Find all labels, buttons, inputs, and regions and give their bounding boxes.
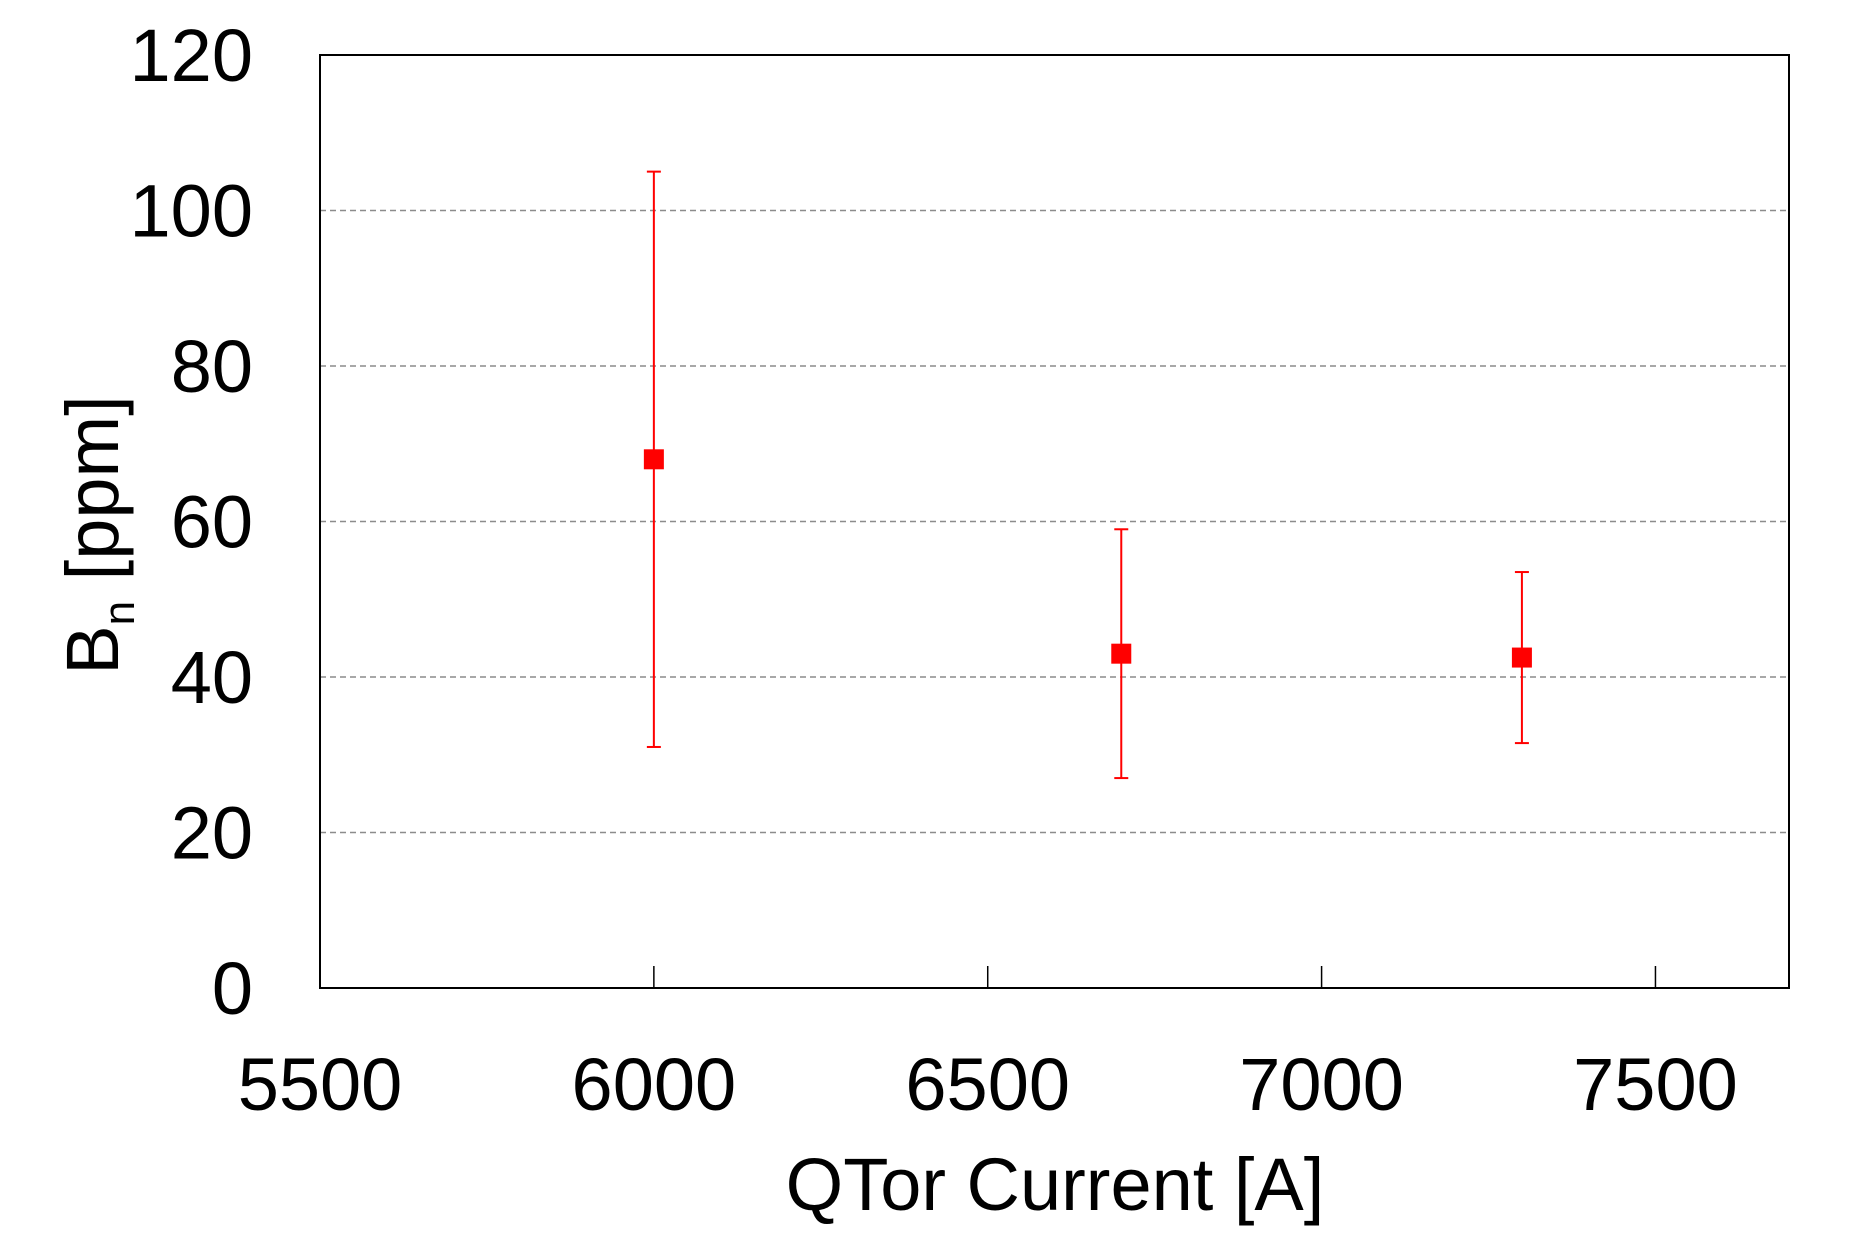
- y-tick-label: 80: [171, 325, 253, 408]
- data-point-marker: [1511, 647, 1532, 668]
- x-axis-ticks: 5500 6000 6500 7000 7500: [238, 966, 1738, 1126]
- y-axis-title: Bn [ppm]: [51, 395, 144, 674]
- x-tick-label: 6000: [572, 1043, 737, 1126]
- y-axis-ticks: 0 20 40 60 80 100 120: [130, 14, 253, 1030]
- y-axis-title-subscript: n: [95, 601, 144, 625]
- y-tick-label: 0: [212, 947, 253, 1030]
- series-layer: [643, 170, 1532, 780]
- x-axis-title: QTor Current [A]: [786, 1143, 1325, 1226]
- y-axis-title-main: B: [51, 625, 134, 674]
- x-tick-label: 6500: [905, 1043, 1070, 1126]
- x-tick-label: 5500: [238, 1043, 403, 1126]
- y-axis-title-unit: [ppm]: [51, 395, 134, 601]
- x-tick-label: 7500: [1573, 1043, 1738, 1126]
- y-tick-label: 60: [171, 481, 253, 564]
- data-point-marker: [643, 449, 664, 470]
- data-point-marker: [1111, 643, 1132, 664]
- y-tick-label: 120: [130, 14, 253, 97]
- y-tick-label: 100: [130, 170, 253, 253]
- x-tick-label: 7000: [1239, 1043, 1404, 1126]
- y-tick-label: 40: [171, 636, 253, 719]
- plot-area-frame: [319, 54, 1790, 989]
- y-tick-label: 20: [171, 792, 253, 875]
